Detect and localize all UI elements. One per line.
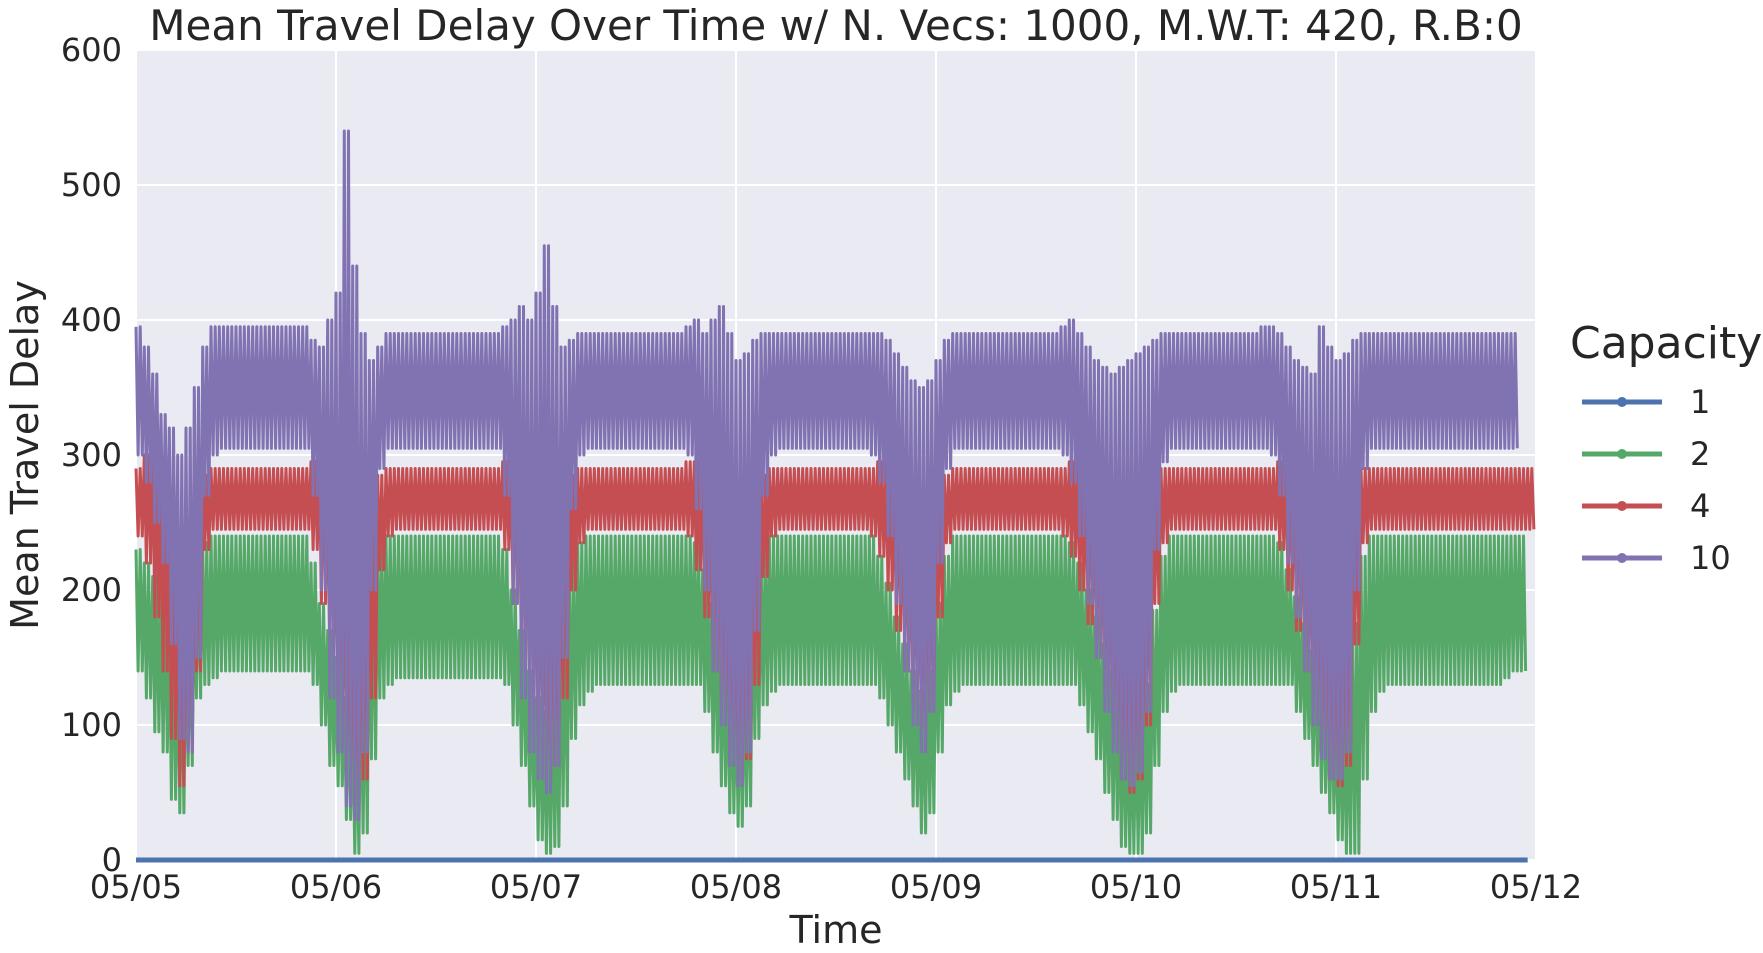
legend-marker [1617, 449, 1627, 459]
legend-label: 10 [1690, 539, 1731, 577]
series-line-10 [134, 129, 1519, 821]
y-tick-label: 600 [61, 31, 122, 69]
x-tick-label: 05/05 [90, 868, 182, 906]
series-2 [134, 534, 1528, 855]
y-tick-labels: 0 100 200 300 400 500 600 [61, 31, 122, 879]
series-10 [134, 129, 1519, 821]
x-tick-labels: 05/05 05/06 05/07 05/08 05/09 05/10 05/11 05/12 [90, 868, 1582, 906]
x-tick-label: 05/11 [1290, 868, 1382, 906]
x-tick-label: 05/07 [490, 868, 582, 906]
chart-title: Mean Travel Delay Over Time w/ N. Vecs: … [149, 1, 1522, 50]
legend-title: Capacity [1570, 318, 1762, 369]
legend-label: 4 [1690, 487, 1710, 525]
legend-marker [1617, 553, 1627, 563]
x-tick-label: 05/08 [690, 868, 782, 906]
series-layer [134, 129, 1536, 863]
legend-items: 1 2 4 10 [1582, 383, 1731, 577]
legend-item-10: 10 [1582, 539, 1731, 577]
y-tick-label: 0 [102, 841, 122, 879]
legend-item-1: 1 [1582, 383, 1710, 421]
legend-label: 2 [1690, 435, 1710, 473]
y-tick-label: 500 [61, 166, 122, 204]
x-tick-label: 05/12 [1490, 868, 1582, 906]
series-line-2 [134, 534, 1528, 855]
legend-item-2: 2 [1582, 435, 1710, 473]
legend-marker [1617, 397, 1627, 407]
x-tick-label: 05/10 [1090, 868, 1182, 906]
y-tick-label: 200 [61, 571, 122, 609]
x-tick-label: 05/06 [290, 868, 382, 906]
y-axis-title: Mean Travel Delay [3, 280, 47, 630]
x-axis-title: Time [789, 908, 883, 952]
legend-item-4: 4 [1582, 487, 1710, 525]
legend-marker [1617, 501, 1627, 511]
x-tick-label: 05/09 [890, 868, 982, 906]
legend: Capacity 1 2 4 10 [1570, 318, 1762, 577]
y-tick-label: 100 [61, 706, 122, 744]
y-tick-label: 300 [61, 436, 122, 474]
y-tick-label: 400 [61, 301, 122, 339]
legend-label: 1 [1690, 383, 1710, 421]
